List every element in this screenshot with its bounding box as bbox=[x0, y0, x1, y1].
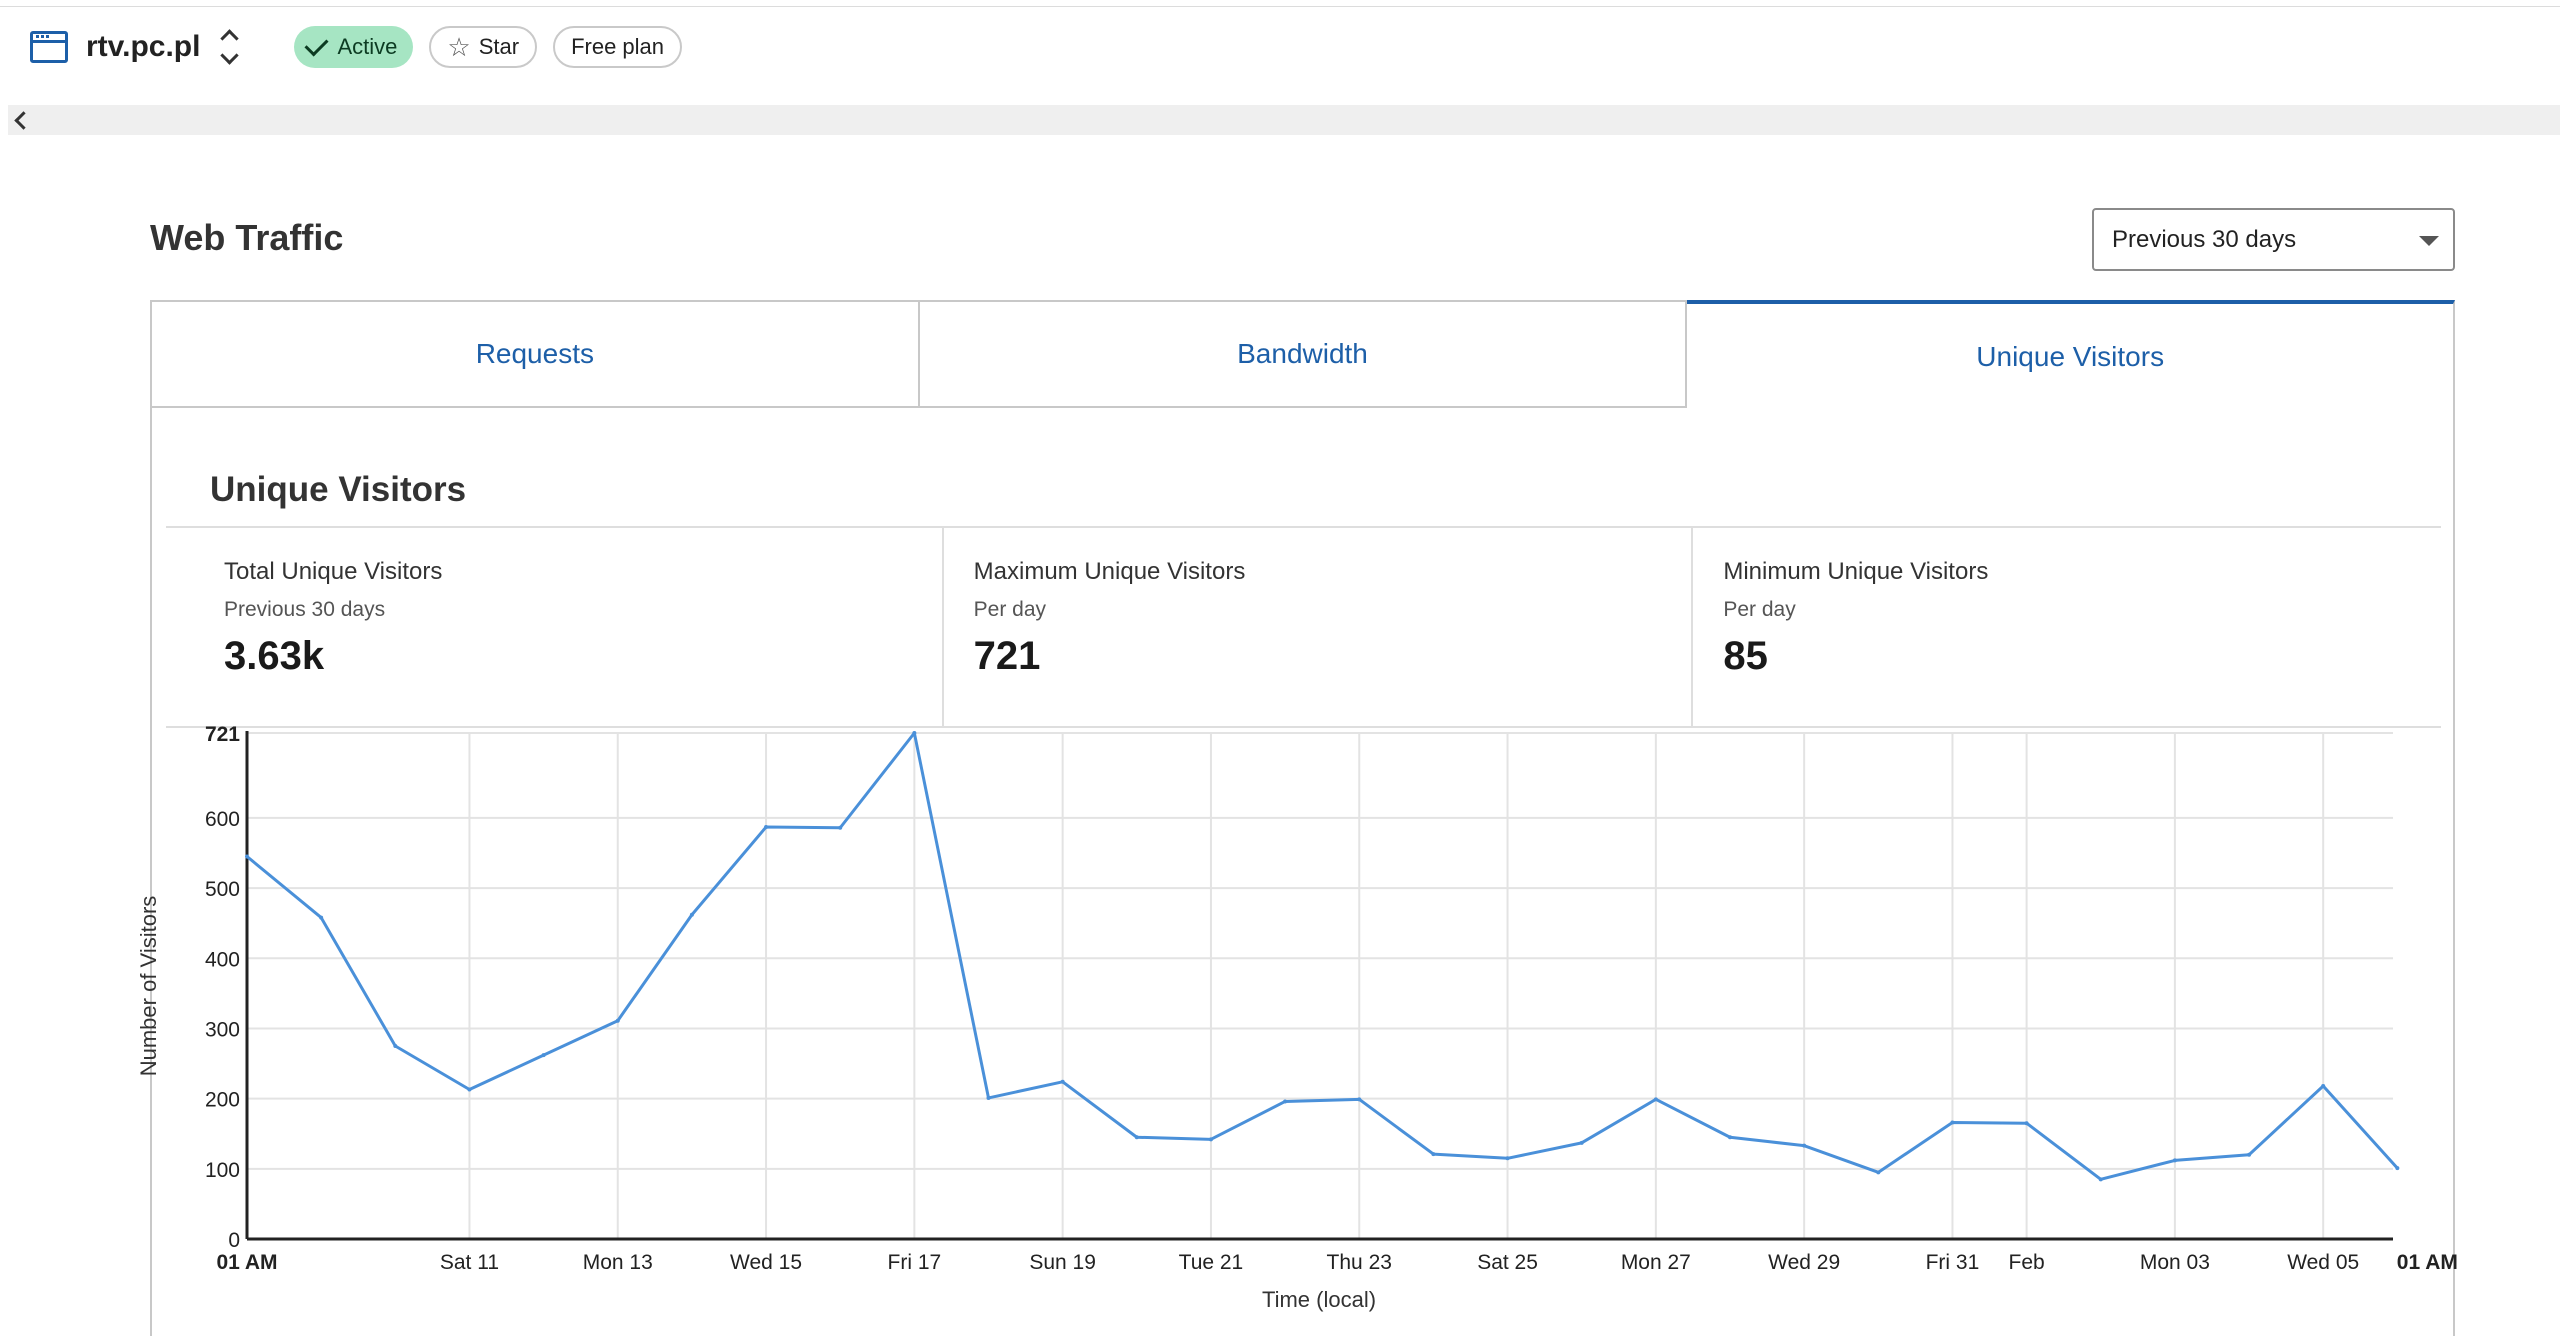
x-tick-label: Wed 05 bbox=[2287, 1251, 2359, 1274]
stat-label: Total Unique Visitors bbox=[224, 558, 443, 585]
y-tick-label: 721 bbox=[205, 723, 240, 746]
x-tick-label: Feb bbox=[2009, 1251, 2045, 1274]
data-point bbox=[1950, 1120, 1955, 1125]
x-tick-label: Mon 27 bbox=[1621, 1251, 1691, 1274]
stat-maximum: Maximum Unique Visitors Per day 721 bbox=[941, 528, 1692, 726]
panel-title: Unique Visitors bbox=[210, 470, 467, 509]
data-point bbox=[1579, 1140, 1584, 1145]
data-point bbox=[838, 825, 843, 830]
x-tick-label: Wed 29 bbox=[1768, 1251, 1840, 1274]
plan-badge[interactable]: Free plan bbox=[553, 26, 683, 68]
data-point bbox=[541, 1053, 546, 1058]
data-point bbox=[1208, 1137, 1213, 1142]
data-point bbox=[2395, 1166, 2400, 1171]
x-tick-label: Sat 25 bbox=[1477, 1251, 1538, 1274]
y-tick-label: 500 bbox=[205, 878, 240, 901]
stat-value: 3.63k bbox=[224, 634, 325, 678]
data-point bbox=[1505, 1156, 1510, 1161]
data-point bbox=[764, 825, 769, 830]
plan-badge-label: Free plan bbox=[571, 34, 665, 59]
data-point bbox=[1431, 1152, 1436, 1157]
stat-sub: Previous 30 days bbox=[224, 598, 386, 621]
stat-label: Minimum Unique Visitors bbox=[1723, 558, 1989, 585]
star-button[interactable]: ☆ Star bbox=[429, 26, 538, 68]
date-range-selected: Previous 30 days bbox=[2112, 225, 2297, 253]
data-point bbox=[2247, 1152, 2252, 1157]
stat-label: Maximum Unique Visitors bbox=[973, 558, 1246, 585]
x-tick-label: 01 AM bbox=[2397, 1251, 2458, 1274]
data-point bbox=[2172, 1158, 2177, 1163]
x-tick-label: Wed 15 bbox=[730, 1251, 802, 1274]
data-point bbox=[1134, 1135, 1139, 1140]
y-tick-label: 100 bbox=[205, 1159, 240, 1182]
data-point bbox=[689, 912, 694, 917]
data-point bbox=[1283, 1099, 1288, 1104]
data-point bbox=[393, 1044, 398, 1049]
data-point bbox=[2321, 1084, 2326, 1089]
caret-down-icon bbox=[2419, 236, 2439, 246]
stat-minimum: Minimum Unique Visitors Per day 85 bbox=[1691, 528, 2441, 726]
y-axis-label: Number of Visitors bbox=[136, 896, 161, 1077]
data-point bbox=[1802, 1143, 1807, 1148]
stat-sub: Per day bbox=[1723, 598, 1796, 621]
x-tick-label: Fri 17 bbox=[888, 1251, 942, 1274]
x-axis-label: Time (local) bbox=[1262, 1287, 1376, 1312]
stat-value: 721 bbox=[973, 634, 1041, 678]
stat-total: Total Unique Visitors Previous 30 days 3… bbox=[166, 528, 942, 726]
top-border bbox=[0, 0, 2560, 7]
y-tick-label: 600 bbox=[205, 808, 240, 831]
data-point bbox=[1653, 1097, 1658, 1102]
series-line bbox=[246, 731, 2399, 1181]
y-tick-label: 200 bbox=[205, 1089, 240, 1112]
data-point bbox=[1876, 1170, 1881, 1175]
star-icon: ☆ bbox=[447, 32, 471, 62]
data-point bbox=[2098, 1177, 2103, 1182]
y-tick-label: 300 bbox=[205, 1018, 240, 1041]
status-badge: Active bbox=[294, 26, 414, 68]
site-header: rtv.pc.pl Active ☆ Star Free plan bbox=[30, 22, 683, 72]
collapse-bar[interactable] bbox=[8, 105, 2560, 135]
traffic-tabs: Requests Bandwidth Unique Visitors bbox=[150, 300, 2456, 410]
stats-row: Total Unique Visitors Previous 30 days 3… bbox=[166, 526, 2441, 728]
tab-panel bbox=[150, 406, 2455, 1336]
y-tick-label: 400 bbox=[205, 948, 240, 971]
data-point bbox=[2024, 1121, 2029, 1126]
x-tick-label: Tue 21 bbox=[1179, 1251, 1244, 1274]
data-point bbox=[912, 731, 917, 735]
x-tick-label: Mon 03 bbox=[2140, 1251, 2210, 1274]
stat-sub: Per day bbox=[973, 598, 1047, 621]
tab-bandwidth[interactable]: Bandwidth bbox=[919, 300, 1688, 408]
data-point bbox=[986, 1095, 991, 1100]
tab-unique-visitors[interactable]: Unique Visitors bbox=[1687, 300, 2456, 410]
data-point bbox=[1728, 1135, 1732, 1140]
data-point bbox=[615, 1018, 620, 1023]
x-tick-label: Mon 13 bbox=[583, 1251, 653, 1274]
date-range-select[interactable]: Previous 30 days bbox=[2092, 208, 2455, 271]
stat-value: 85 bbox=[1723, 634, 1768, 678]
x-tick-label: Sat 11 bbox=[440, 1251, 499, 1274]
data-point bbox=[1357, 1097, 1362, 1102]
data-point bbox=[245, 854, 249, 859]
x-tick-label: Thu 23 bbox=[1327, 1251, 1392, 1274]
data-point bbox=[319, 915, 324, 920]
star-button-label: Star bbox=[478, 34, 520, 59]
browser-window-icon bbox=[30, 31, 68, 63]
section-title: Web Traffic bbox=[150, 217, 344, 258]
x-tick-label: Sun 19 bbox=[1029, 1251, 1096, 1274]
y-tick-label: 0 bbox=[228, 1229, 240, 1252]
status-badge-label: Active bbox=[337, 34, 398, 59]
tab-requests[interactable]: Requests bbox=[150, 300, 920, 408]
data-point bbox=[467, 1087, 472, 1092]
site-name: rtv.pc.pl bbox=[86, 30, 201, 63]
data-point bbox=[1060, 1079, 1065, 1084]
x-tick-label: Fri 31 bbox=[1926, 1251, 1980, 1274]
x-tick-label: 01 AM bbox=[216, 1251, 277, 1274]
